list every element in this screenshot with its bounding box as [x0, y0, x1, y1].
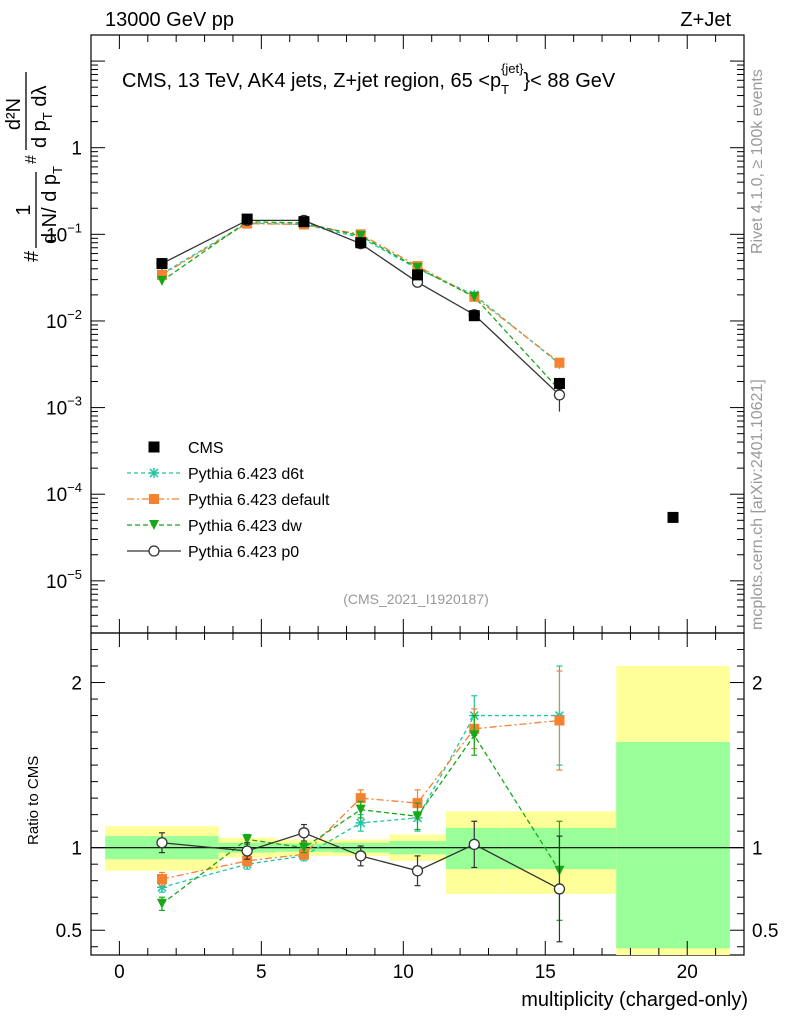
ratio-y-tick-label: 1	[71, 839, 82, 860]
legend-marker-cms	[148, 441, 160, 453]
ylabel-frac-tail: dλ	[29, 86, 51, 113]
y-tick-label: 10−4	[46, 480, 82, 506]
star-stroke	[157, 882, 167, 892]
ratio-marker-p0	[298, 827, 310, 839]
ratio-band-inner	[616, 741, 730, 949]
legend-label-p0: Pythia 6.423 p0	[188, 544, 299, 561]
marker-cms	[468, 310, 480, 322]
ratio-marker-default	[554, 715, 565, 726]
header-right: Z+Jet	[680, 9, 731, 31]
ratio-marker-dw	[412, 811, 423, 822]
y-tick-label: 10−5	[46, 567, 82, 593]
ratio-marker-dw	[156, 898, 167, 909]
ratio-marker-p0	[241, 845, 253, 857]
marker-cms	[241, 213, 253, 225]
plot-title-sup: {jet}	[501, 61, 524, 76]
marker-cms	[298, 216, 310, 228]
ratio-y-tick-label: 2	[752, 674, 763, 695]
ratio-y-tick-label: 2	[71, 674, 82, 695]
ratio-marker-dw	[242, 834, 253, 845]
marker-cms	[553, 377, 565, 389]
y-tick-label: 10−3	[46, 394, 82, 420]
x-tick-label: 0	[114, 962, 125, 983]
y-tick-label: 10−2	[46, 307, 82, 333]
header-left: 13000 GeV pp	[105, 9, 234, 31]
ratio-marker-p0	[355, 850, 367, 862]
ratio-marker-p0	[553, 883, 566, 895]
rivet-label: Rivet 4.1.0, ≥ 100k events	[749, 69, 766, 254]
ratio-marker-dw	[469, 730, 480, 741]
ratio-marker-default	[242, 855, 253, 866]
ratio-marker-p0	[468, 838, 480, 851]
marker-p0	[553, 389, 566, 401]
ratio-y-tick-label: 0.5	[752, 921, 778, 942]
y-tick-label: 10−1	[46, 220, 82, 246]
ratio-y-tick-label: 0.5	[56, 921, 82, 942]
marker-default	[554, 357, 565, 368]
plot-title: CMS, 13 TeV, AK4 jets, Z+jet region, 65 …	[122, 61, 616, 97]
ratio-marker-dw	[355, 804, 366, 815]
plot-title-post: }< 88 GeV	[524, 70, 616, 92]
x-tick-label: 20	[677, 962, 698, 983]
legend-label-d6t: Pythia 6.423 d6t	[188, 466, 304, 483]
star-stroke	[356, 818, 366, 828]
marker-dw	[156, 275, 167, 286]
marker-cms	[412, 269, 423, 281]
ylabel-frac-den-sub: T	[40, 112, 55, 120]
ratio-marker-p0	[156, 837, 168, 849]
ratio-marker-default	[156, 874, 167, 885]
ratio-marker-default	[298, 849, 309, 860]
plot-title-pre: CMS, 13 TeV, AK4 jets, Z+jet region, 65 …	[122, 70, 501, 92]
x-tick-label: 10	[393, 962, 414, 983]
data-markers	[156, 213, 679, 943]
x-axis-label: multiplicity (charged-only)	[521, 989, 748, 1011]
x-tick-label: 5	[256, 962, 267, 983]
ylabel-hash-2: #	[23, 155, 40, 164]
ylabel-hash-1: #	[21, 250, 43, 262]
ratio-marker-dw	[298, 842, 309, 853]
marker-dw	[469, 291, 480, 302]
marker-dw	[355, 230, 366, 241]
legend: CMS Pythia 6.423 d6t Pythia 6.423 default P…	[127, 440, 330, 561]
legend-marker-default	[149, 494, 159, 504]
analysis-watermark: (CMS_2021_I1920187)	[343, 591, 489, 607]
ylabel-frac-den: d p	[29, 120, 51, 148]
legend-marker-d6t	[149, 468, 159, 478]
ylabel-frac-num: d²N	[3, 98, 25, 130]
ratio-y-tick-label: 1	[752, 839, 763, 860]
ylabel-denom: d N/ d p	[39, 174, 61, 244]
ratio-marker-d6t	[355, 817, 366, 828]
ratio-marker-default	[355, 793, 366, 804]
legend-marker-dw	[149, 520, 159, 530]
y-tick-label: 1	[71, 139, 82, 160]
marker-cms	[355, 237, 367, 249]
plot-title-sub: T	[501, 82, 509, 97]
x-tick-label: 15	[535, 962, 556, 983]
ratio-frame	[90, 632, 745, 956]
mcplots-label: mcplots.cern.ch [arXiv:2401.10621]	[749, 379, 766, 630]
ratio-marker-p0	[411, 865, 424, 877]
ylabel-denom-sub: T	[50, 166, 65, 174]
ratio-ylabel: Ratio to CMS	[25, 756, 42, 845]
ylabel-one: 1	[13, 204, 35, 215]
marker-default	[156, 269, 167, 280]
axes: 0 5 10 15 20 1 10−1 10−2 10−3 10−4 10−5 0.5 0.5 1 1 2 2	[46, 34, 778, 983]
legend-label-cms: CMS	[188, 440, 224, 457]
legend-marker-p0	[148, 545, 160, 557]
svg-text:d N/ d pT: d N/ d pT	[39, 166, 65, 244]
star-stroke	[149, 468, 159, 478]
main-ylabel: # 1 d N/ d pT # d²N d pT dλ	[3, 72, 65, 262]
marker-cms	[667, 511, 679, 523]
legend-label-dw: Pythia 6.423 dw	[188, 518, 302, 535]
legend-label-default: Pythia 6.423 default	[188, 492, 330, 509]
svg-text:d pT dλ: d pT dλ	[29, 86, 55, 148]
marker-dw	[412, 262, 423, 273]
marker-cms	[156, 258, 168, 270]
